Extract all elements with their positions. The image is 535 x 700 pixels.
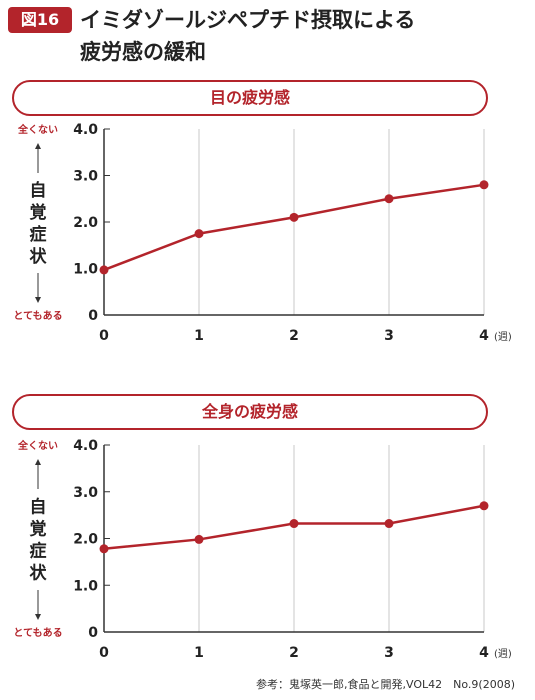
x-unit-label: (週): [494, 331, 512, 343]
arrow-up-icon: [35, 143, 41, 149]
y-tick-label: 2.0: [73, 532, 98, 548]
y-axis-label-char: 状: [30, 563, 48, 584]
y-tick-label: 4.0: [73, 438, 98, 454]
data-point: [479, 180, 489, 190]
x-tick-label: 4: [479, 645, 489, 661]
data-point: [194, 534, 204, 544]
source-citation: 参考：鬼塚英一郎,食品と開発,VOL42 No.9(2008): [256, 678, 515, 691]
y-top-label: 全くない: [17, 439, 58, 452]
data-point: [194, 229, 204, 239]
figure-badge: 図16: [8, 7, 72, 33]
y-bottom-label: とてもある: [13, 309, 62, 322]
y-axis-label-char: 覚: [30, 202, 47, 223]
y-tick-label: 0: [88, 625, 98, 641]
y-bottom-label: とてもある: [13, 626, 62, 639]
x-tick-label: 0: [99, 645, 109, 661]
y-axis-label-char: 自: [30, 180, 47, 201]
figure-title: イミダゾールジペプチド摂取による 疲労感の緩和: [80, 4, 415, 68]
title-line-1: イミダゾールジペプチド摂取による: [80, 8, 416, 32]
x-unit-label: (週): [494, 648, 512, 660]
x-tick-label: 3: [384, 645, 394, 661]
data-point: [479, 501, 489, 511]
arrow-down-icon: [35, 614, 41, 620]
y-axis-label-char: 自: [30, 497, 47, 518]
arrow-down-icon: [35, 297, 41, 303]
y-axis-label-char: 覚: [30, 519, 47, 540]
data-point: [289, 212, 299, 222]
arrow-up-icon: [35, 459, 41, 465]
title-line-2: 疲労感の緩和: [80, 40, 206, 64]
x-tick-label: 1: [194, 645, 204, 661]
y-tick-label: 0: [88, 308, 98, 324]
chart-2-title: 全身の疲労感: [12, 394, 488, 430]
y-tick-label: 3.0: [73, 485, 98, 501]
y-tick-label: 4.0: [73, 122, 98, 138]
y-axis-label-char: 症: [30, 224, 47, 245]
data-point: [289, 519, 299, 529]
data-point: [99, 265, 109, 275]
y-axis-label-char: 症: [30, 541, 47, 562]
x-tick-label: 4: [479, 328, 489, 344]
data-point: [384, 194, 394, 204]
x-tick-label: 2: [289, 645, 299, 661]
x-tick-label: 1: [194, 328, 204, 344]
y-top-label: 全くない: [17, 123, 58, 136]
chart-1-title: 目の疲労感: [12, 80, 488, 116]
data-point: [384, 519, 394, 529]
y-tick-label: 1.0: [73, 262, 98, 278]
y-tick-label: 3.0: [73, 169, 98, 185]
data-point: [99, 544, 109, 554]
x-tick-label: 0: [99, 328, 109, 344]
x-tick-label: 2: [289, 328, 299, 344]
x-tick-label: 3: [384, 328, 394, 344]
y-axis-label-char: 状: [30, 246, 48, 267]
y-tick-label: 2.0: [73, 215, 98, 231]
y-tick-label: 1.0: [73, 578, 98, 594]
